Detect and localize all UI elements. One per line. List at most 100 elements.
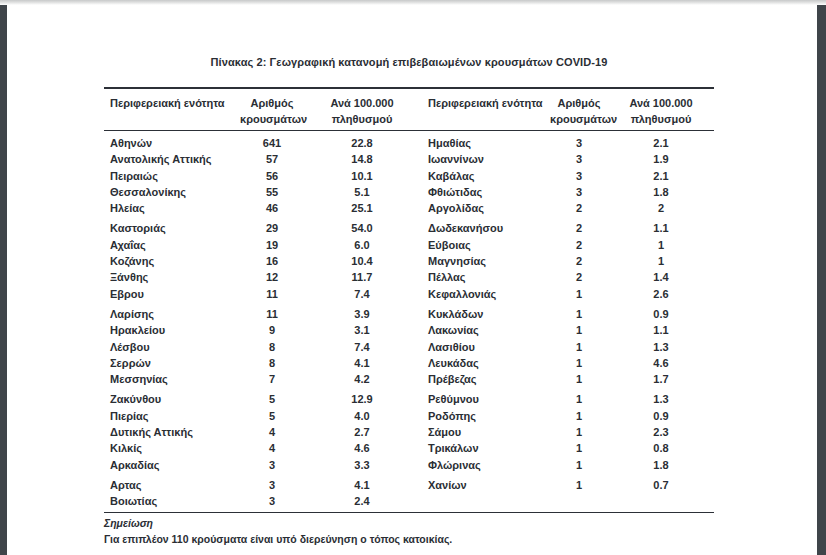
header-rate-right-line1: Ανά 100.000 [608,95,714,111]
cases-cell: 8 [240,355,304,371]
rate-cell: 4.6 [608,355,714,371]
cases-cell: 4 [240,424,304,440]
rate-cell: 3.1 [304,322,420,338]
rate-cell: 1.9 [608,151,714,167]
cases-cell: 1 [550,408,608,424]
table-row: Ανατολικής Αττικής5714.8Ιωαννίνων31.9 [104,151,714,167]
row-group: Καστοριάς2954.0Δωδεκανήσου21.1Αχαΐας196.… [104,220,714,301]
cases-cell: 8 [240,339,304,355]
cases-cell: 7 [240,371,304,387]
rate-cell: 0.8 [608,440,714,456]
rate-cell: 4.0 [304,408,420,424]
region-cell: Καστοριάς [104,220,240,236]
table-row: Εβρου117.4Κεφαλλονιάς12.6 [104,286,714,302]
cases-cell: 16 [240,253,304,269]
rate-cell: 2.7 [304,424,420,440]
header-cases-left-line2: κρουσμάτων [240,111,304,127]
table-row: Σερρών84.1Λευκάδας14.6 [104,355,714,371]
cases-cell: 2 [550,269,608,285]
region-cell: Πειραιώς [104,168,240,184]
cases-cell: 3 [240,493,304,509]
cases-cell: 1 [550,457,608,473]
rate-cell: 2 [608,200,714,216]
header-region-left: Περιφερειακή ενότητα [104,95,240,111]
region-cell: Αρκαδίας [104,457,240,473]
table-row: Μεσσηνίας74.2Πρέβεζας11.7 [104,371,714,387]
region-cell: Κεφαλλονιάς [420,286,550,302]
region-cell: Σερρών [104,355,240,371]
rate-cell: 0.7 [608,477,714,493]
rate-cell: 2.1 [608,135,714,151]
cases-cell: 1 [550,477,608,493]
region-cell: Ροδόπης [420,408,550,424]
table-row: Λέσβου87.4Λασιθίου11.3 [104,339,714,355]
header-cases-right-line2: κρουσμάτων [550,111,608,127]
cases-cell: 19 [240,237,304,253]
rate-cell: 1.7 [608,371,714,387]
header-cases-right: Αριθμός κρουσμάτων [550,95,608,127]
region-cell: Λασιθίου [420,339,550,355]
cases-cell: 2 [550,220,608,236]
rate-cell: 14.8 [304,151,420,167]
cases-cell: 46 [240,200,304,216]
cases-cell: 3 [550,184,608,200]
rate-cell: 4.1 [304,355,420,371]
cases-cell: 11 [240,286,304,302]
region-cell: Σάμου [420,424,550,440]
rate-cell: 1.8 [608,457,714,473]
footnote-text: Για επιπλέον 110 κρούσματα είναι υπό διε… [104,531,714,547]
region-cell: Δωδεκανήσου [420,220,550,236]
rate-cell: 1.8 [608,184,714,200]
covid-table: Περιφερειακή ενότητα Αριθμός κρουσμάτων … [104,87,714,547]
rate-cell: 4.2 [304,371,420,387]
rate-cell: 22.8 [304,135,420,151]
row-group: Λαρίσης113.9Κυκλάδων10.9Ηρακλείου93.1Λακ… [104,306,714,387]
cases-cell: 1 [550,424,608,440]
rate-cell: 1.4 [608,269,714,285]
region-cell: Εβρου [104,286,240,302]
cases-cell: 11 [240,306,304,322]
region-cell: Ξάνθης [104,269,240,285]
rate-cell: 3.3 [304,457,420,473]
cases-cell: 57 [240,151,304,167]
table-row: Πιερίας54.0Ροδόπης10.9 [104,408,714,424]
region-cell: Λαρίσης [104,306,240,322]
table-row: Ξάνθης1211.7Πέλλας21.4 [104,269,714,285]
region-cell: Θεσσαλονίκης [104,184,240,200]
rate-cell: 6.0 [304,237,420,253]
rate-cell: 10.4 [304,253,420,269]
region-cell: Πρέβεζας [420,371,550,387]
cases-cell: 1 [550,440,608,456]
region-cell: Χανίων [420,477,550,493]
cases-cell: 1 [550,391,608,407]
region-cell: Μεσσηνίας [104,371,240,387]
viewer-left-edge [0,0,7,555]
region-cell: Κιλκίς [104,440,240,456]
rate-cell: 2.6 [608,286,714,302]
region-cell: Λέσβου [104,339,240,355]
region-cell: Πέλλας [420,269,550,285]
region-cell: Φλώρινας [420,457,550,473]
region-cell: Ζακύνθου [104,391,240,407]
cases-cell: 29 [240,220,304,236]
cases-cell: 9 [240,322,304,338]
header-rate-left-line1: Ανά 100.000 [304,95,420,111]
header-rate-left: Ανά 100.000 πληθυσμού [304,95,420,127]
region-cell: Βοιωτίας [104,493,240,509]
table-row: Καστοριάς2954.0Δωδεκανήσου21.1 [104,220,714,236]
region-cell: Πιερίας [104,408,240,424]
rate-cell: 5.1 [304,184,420,200]
table-row: Αρτας34.1Χανίων10.7 [104,477,714,493]
rate-cell: 1 [608,253,714,269]
rate-cell: 1 [608,237,714,253]
region-cell: Φθιώτιδας [420,184,550,200]
cases-cell: 2 [550,237,608,253]
region-cell: Κοζάνης [104,253,240,269]
cases-cell: 641 [240,135,304,151]
cases-cell: 2 [550,200,608,216]
cases-cell: 3 [550,151,608,167]
rate-cell: 1.1 [608,322,714,338]
rate-cell: 11.7 [304,269,420,285]
table-row: Ηρακλείου93.1Λακωνίας11.1 [104,322,714,338]
region-cell: Αργολίδας [420,200,550,216]
